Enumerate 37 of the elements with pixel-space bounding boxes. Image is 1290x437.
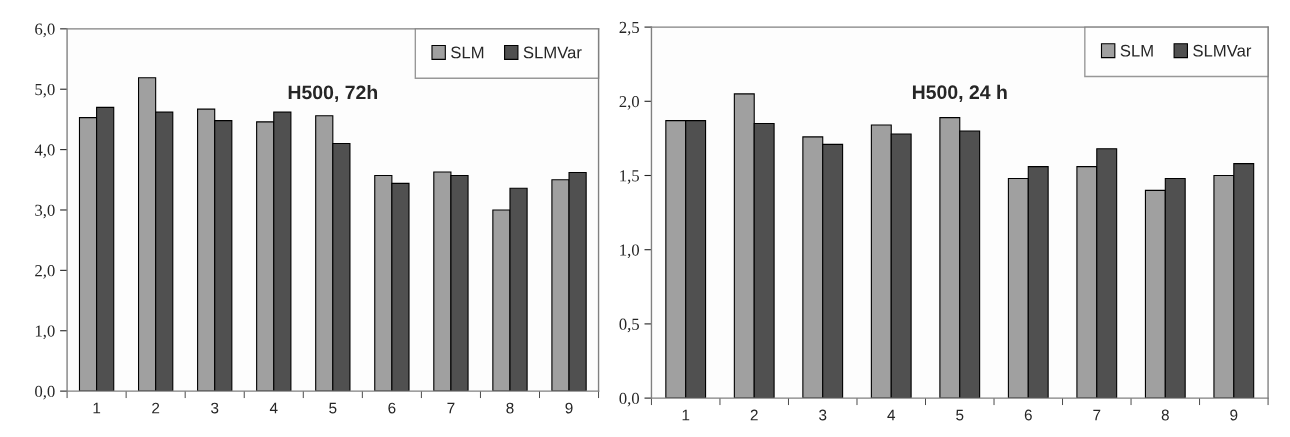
- y-tick-label: 2,0: [619, 96, 640, 110]
- x-tick-label: 4: [887, 409, 896, 421]
- x-tick-label: 8: [506, 402, 514, 414]
- x-tick-label: 8: [1161, 409, 1169, 421]
- y-tick-label: 2,0: [35, 265, 55, 279]
- y-tick-label: 0,0: [35, 385, 55, 400]
- x-tick-label: 2: [152, 402, 160, 414]
- y-tick-label: 0,0: [619, 392, 640, 407]
- legend-label: SLM: [1120, 44, 1153, 57]
- x-tick-label: 3: [211, 402, 219, 414]
- x-tick-label: 5: [956, 409, 964, 421]
- x-tick-label: 5: [329, 402, 337, 414]
- x-tick-label: 6: [388, 402, 396, 414]
- x-tick-label: 9: [565, 402, 573, 414]
- y-tick-label: 4,0: [34, 144, 55, 158]
- legend-label: SLM: [451, 46, 484, 59]
- y-tick-label: 5,0: [35, 83, 55, 98]
- x-tick-label: 1: [93, 402, 101, 414]
- text: H500, 72h: [288, 84, 378, 103]
- x-tick-label: 3: [819, 409, 827, 421]
- x-tick-label: 4: [269, 402, 278, 414]
- legend-label: SLMVar: [1193, 44, 1252, 57]
- y-tick-label: 6,0: [35, 23, 55, 38]
- y-tick-label: 1,5: [620, 170, 639, 184]
- x-tick-label: 7: [447, 402, 455, 414]
- legend-label: SLMVar: [523, 46, 582, 59]
- y-tick-label: 3,0: [35, 204, 55, 219]
- text: H500, 24 h: [912, 84, 1007, 102]
- y-tick-label: 1,0: [620, 244, 640, 259]
- x-tick-label: 7: [1093, 409, 1101, 421]
- x-tick-label: 9: [1230, 409, 1238, 421]
- x-tick-label: 1: [682, 409, 690, 421]
- x-tick-label: 2: [750, 409, 758, 421]
- y-tick-label: 2,5: [619, 21, 639, 36]
- x-tick-label: 6: [1024, 409, 1032, 421]
- y-tick-label: 1,0: [35, 325, 55, 340]
- y-tick-label: 0,5: [619, 318, 639, 333]
